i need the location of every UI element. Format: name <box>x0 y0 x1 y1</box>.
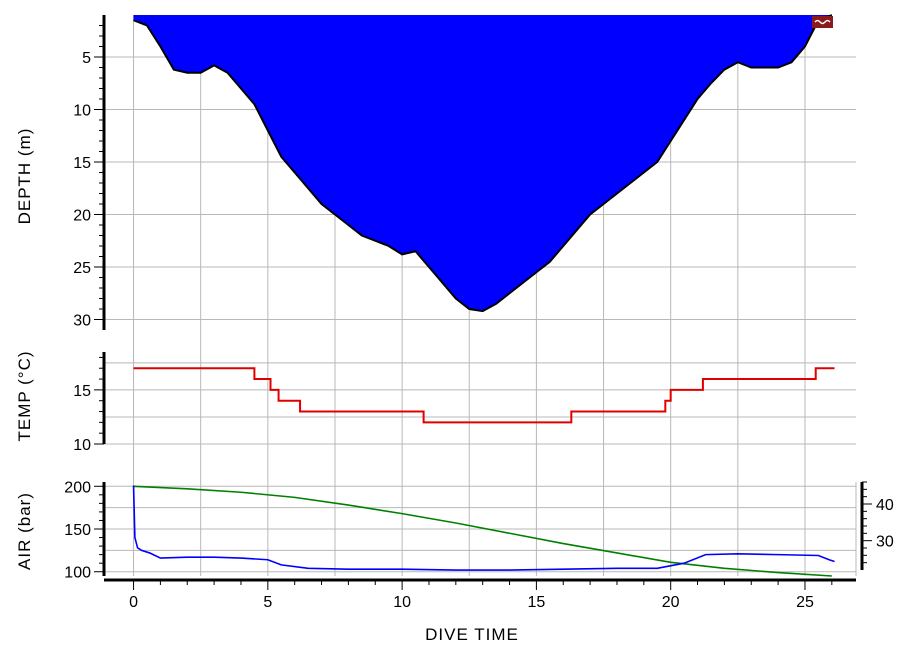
x-tick-label: 10 <box>393 594 411 611</box>
depth-area <box>133 15 832 312</box>
depth-tick-label: 30 <box>73 313 91 330</box>
secondary-tick-label: 40 <box>876 497 894 514</box>
air-axis-title: AIR (bar) <box>15 492 34 570</box>
x-axis-title: DIVE TIME <box>425 625 519 644</box>
depth-area-layer <box>133 14 833 313</box>
surface-marker-icon <box>812 16 833 28</box>
depth-tick-label: 15 <box>73 155 91 172</box>
x-tick-label: 0 <box>129 594 138 611</box>
temperature-line <box>133 367 835 424</box>
axis-labels: 5 10 15 20 25 30 10 15 100 150 200 30 40 0 5 10 15 20 25 <box>64 50 894 611</box>
depth-outline <box>133 14 833 313</box>
temperature-layer <box>133 367 835 424</box>
x-tick-label: 5 <box>263 594 272 611</box>
temp-axis-title: TEMP (°C) <box>15 350 34 441</box>
air-layer <box>132 485 835 577</box>
air-consumption-line <box>132 485 835 571</box>
air-pressure-line <box>133 485 832 577</box>
secondary-tick-label: 30 <box>876 534 894 551</box>
x-tick-label: 20 <box>662 594 680 611</box>
air-tick-label: 200 <box>64 479 91 496</box>
air-tick-label: 100 <box>64 565 91 582</box>
depth-axis-title: DEPTH (m) <box>15 128 34 225</box>
axes <box>94 15 872 590</box>
temp-tick-label: 15 <box>73 383 91 400</box>
temp-tick-label: 10 <box>73 437 91 454</box>
depth-tick-label: 10 <box>73 103 91 120</box>
depth-tick-label: 20 <box>73 208 91 225</box>
air-tick-label: 150 <box>64 522 91 539</box>
x-tick-label: 15 <box>528 594 546 611</box>
depth-tick-label: 5 <box>82 50 91 67</box>
depth-tick-label: 25 <box>73 260 91 277</box>
x-tick-label: 25 <box>796 594 814 611</box>
